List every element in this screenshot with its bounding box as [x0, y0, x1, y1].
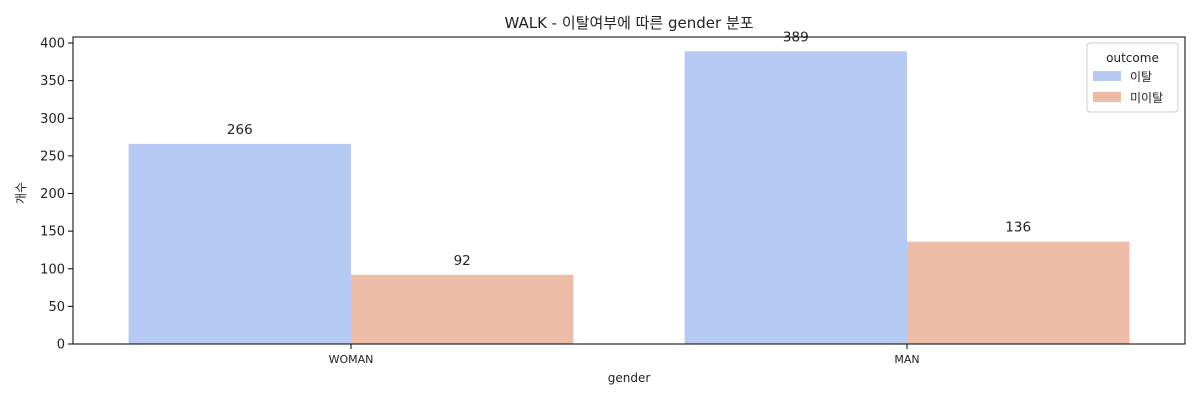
legend-title: outcome — [1106, 51, 1159, 65]
bar — [351, 274, 574, 344]
y-tick-label: 350 — [40, 74, 65, 89]
legend-swatch — [1093, 92, 1121, 102]
x-tick-label: WOMAN — [329, 353, 374, 366]
bar — [907, 241, 1130, 344]
y-axis-label: 개수 — [14, 182, 28, 204]
y-tick-label: 0 — [57, 338, 65, 353]
bar-value-label: 266 — [227, 122, 253, 138]
x-axis-label: gender — [608, 371, 651, 385]
y-tick-label: 400 — [40, 37, 65, 52]
bars-group — [128, 51, 1130, 344]
y-axis: 0 50 100 150 200 250 300 350 400 — [40, 37, 73, 353]
chart-title: WALK - 이탈여부에 따른 gender 분포 — [504, 14, 753, 32]
y-tick-label: 150 — [40, 225, 65, 240]
bar — [684, 51, 907, 344]
plot-area-frame — [72, 36, 1186, 345]
legend-swatch — [1093, 71, 1121, 81]
bar-value-label: 136 — [1005, 220, 1031, 236]
legend-entry-label: 미이탈 — [1130, 91, 1163, 105]
y-tick-label: 50 — [48, 300, 65, 315]
x-tick-label: MAN — [894, 353, 919, 366]
y-tick-label: 300 — [40, 112, 65, 127]
y-tick-label: 200 — [40, 187, 65, 202]
bar-value-label: 92 — [454, 253, 471, 269]
y-tick-label: 250 — [40, 149, 65, 164]
y-tick-label: 100 — [40, 262, 65, 277]
x-axis: WOMAN MAN — [329, 344, 920, 366]
bar — [128, 143, 351, 344]
legend-entry-label: 이탈 — [1130, 70, 1152, 84]
